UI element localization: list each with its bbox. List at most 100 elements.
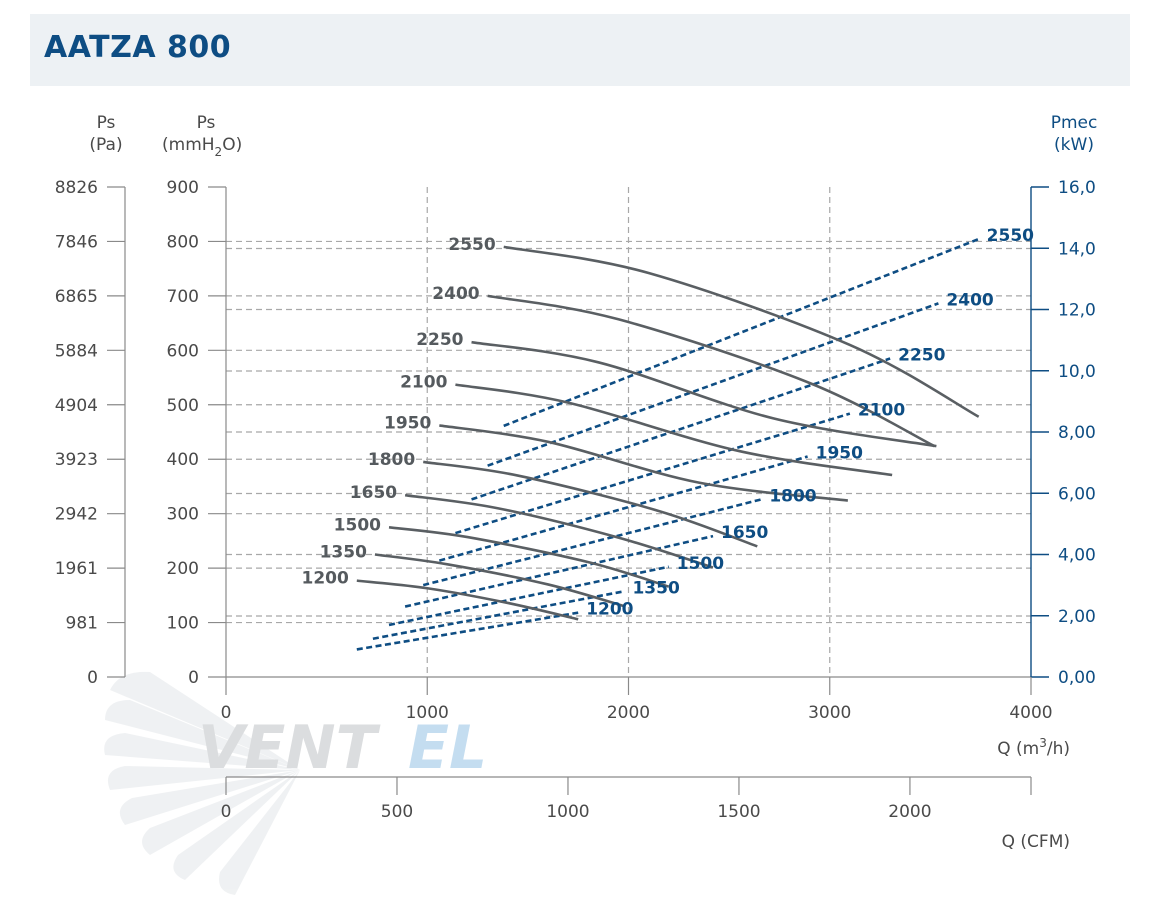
x-tick-label: 4000 xyxy=(1009,703,1052,723)
y-kw-tick-label: 14,0 xyxy=(1058,239,1096,259)
y-kw-tick-label: 0,00 xyxy=(1058,668,1096,688)
y-pa-tick-label: 2942 xyxy=(55,505,98,525)
y-pa-tick-label: 981 xyxy=(66,614,98,634)
y-kw-tick-label: 8,00 xyxy=(1058,423,1096,443)
y-kw-tick-label: 10,0 xyxy=(1058,362,1096,382)
pressure-curves xyxy=(356,245,980,621)
watermark-text-dark: VENT xyxy=(198,713,381,783)
power-curve-1950 xyxy=(438,455,808,562)
pressure-curve-label-1950: 1950 xyxy=(384,413,431,433)
ps-mm-unit-main: (mmH xyxy=(162,135,215,155)
pressure-curve-label-1800: 1800 xyxy=(368,450,415,470)
y-pa-tick-label: 8826 xyxy=(55,178,98,198)
power-curve-1200 xyxy=(356,611,579,651)
fan-blade-logo-icon xyxy=(104,671,301,895)
y-mm-tick-label: 500 xyxy=(167,396,199,416)
x-tick-label: 2000 xyxy=(607,703,650,723)
title-bar: AATZA 800 xyxy=(30,14,1130,86)
q-m3h-sup: 3 xyxy=(1039,736,1047,750)
pressure-curve-1500 xyxy=(388,525,670,588)
y-pa-tick-label: 3923 xyxy=(55,450,98,470)
power-curve-1500 xyxy=(388,565,670,627)
pmec-axis-unit: (kW) xyxy=(1054,135,1094,155)
ps-pa-axis-title: Ps xyxy=(97,113,116,133)
pressure-curve-label-2400: 2400 xyxy=(432,284,479,304)
power-curve-2550 xyxy=(503,237,980,428)
x-cfm-tick-label: 2000 xyxy=(888,802,931,822)
pressure-curve-1650 xyxy=(404,493,714,569)
power-curve-1350 xyxy=(372,589,625,640)
y-mm-tick-label: 900 xyxy=(167,178,199,198)
pressure-curve-1950 xyxy=(439,424,849,502)
pressure-curve-1350 xyxy=(374,553,625,608)
ps-pa-axis-unit: (Pa) xyxy=(89,135,122,155)
pressure-curve-2550 xyxy=(503,245,980,418)
y-mm-tick-label: 200 xyxy=(167,559,199,579)
pressure-curve-label-1650: 1650 xyxy=(350,483,397,503)
power-curves xyxy=(356,237,980,651)
power-curve-label-2100: 2100 xyxy=(858,401,905,421)
q-m3h-tail: /h) xyxy=(1047,739,1070,759)
q-m3h-axis-title: Q (m3/h) xyxy=(997,736,1070,759)
pressure-curve-label-1350: 1350 xyxy=(320,543,367,563)
pressure-curve-label-2550: 2550 xyxy=(448,235,495,255)
y-pa-tick-label: 7846 xyxy=(55,232,98,252)
power-curve-label-1500: 1500 xyxy=(677,554,724,574)
pressure-curve-1200 xyxy=(356,579,579,621)
y-mm-tick-label: 100 xyxy=(167,614,199,634)
page-title: AATZA 800 xyxy=(44,30,232,65)
power-curve-label-1650: 1650 xyxy=(721,523,768,543)
x-cfm-tick-label: 1000 xyxy=(546,802,589,822)
power-curve-label-2250: 2250 xyxy=(898,346,945,366)
pressure-curve-2250 xyxy=(471,340,937,448)
pressure-curve-label-2250: 2250 xyxy=(416,330,463,350)
y-mm-tick-label: 600 xyxy=(167,341,199,361)
ventel-watermark: VENT EL xyxy=(104,671,487,895)
y-pa-tick-label: 4904 xyxy=(55,396,98,416)
power-curve-1650 xyxy=(404,534,714,608)
pmec-axis-title: Pmec xyxy=(1051,113,1098,133)
power-curve-label-2550: 2550 xyxy=(987,226,1034,246)
x-tick-label: 3000 xyxy=(808,703,851,723)
x-cfm-tick-label: 1500 xyxy=(717,802,760,822)
x-cfm-tick-label: 0 xyxy=(221,802,232,822)
ps-mm-axis-title: Ps xyxy=(197,113,216,133)
y-kw-tick-label: 6,00 xyxy=(1058,484,1096,504)
power-curve-label-1800: 1800 xyxy=(769,486,816,506)
ps-mm-unit-sub: 2 xyxy=(215,145,223,159)
grid-lines xyxy=(226,187,1031,677)
power-curve-label-1950: 1950 xyxy=(816,444,863,464)
y-mm-tick-label: 700 xyxy=(167,287,199,307)
pressure-curve-1800 xyxy=(423,460,758,548)
power-curve-2400 xyxy=(487,302,939,467)
y-pa-tick-label: 5884 xyxy=(55,341,98,361)
axes: 0100200300400500600700800900098119612942… xyxy=(55,178,1096,822)
y-pa-tick-label: 6865 xyxy=(55,287,98,307)
y-mm-tick-label: 0 xyxy=(188,668,199,688)
y-mm-tick-label: 400 xyxy=(167,450,199,470)
ps-mm-axis-unit: (mmH2O) xyxy=(162,135,242,159)
q-cfm-axis-title: Q (CFM) xyxy=(1002,832,1070,852)
y-kw-tick-label: 16,0 xyxy=(1058,178,1096,198)
y-mm-tick-label: 300 xyxy=(167,505,199,525)
pressure-curve-label-2100: 2100 xyxy=(400,373,447,393)
y-pa-tick-label: 0 xyxy=(87,668,98,688)
pressure-curve-label-1500: 1500 xyxy=(334,515,381,535)
y-kw-tick-label: 4,00 xyxy=(1058,546,1096,566)
curve-labels: 1200135015001650180019502100225024002550… xyxy=(301,226,1034,620)
power-curve-label-1350: 1350 xyxy=(632,578,679,598)
q-m3h-main: Q (m xyxy=(997,739,1039,759)
y-kw-tick-label: 2,00 xyxy=(1058,607,1096,627)
y-kw-tick-label: 12,0 xyxy=(1058,301,1096,321)
x-cfm-tick-label: 500 xyxy=(381,802,413,822)
y-pa-tick-label: 1961 xyxy=(55,559,98,579)
x-tick-label: 1000 xyxy=(406,703,449,723)
pressure-curve-2100 xyxy=(455,383,893,477)
watermark-text-light: EL xyxy=(408,713,487,783)
ps-mm-unit-tail: O) xyxy=(222,135,242,155)
power-curve-label-2400: 2400 xyxy=(946,290,993,310)
power-curve-2250 xyxy=(471,357,891,501)
x-tick-label: 0 xyxy=(221,703,232,723)
power-curve-label-1200: 1200 xyxy=(586,600,633,620)
